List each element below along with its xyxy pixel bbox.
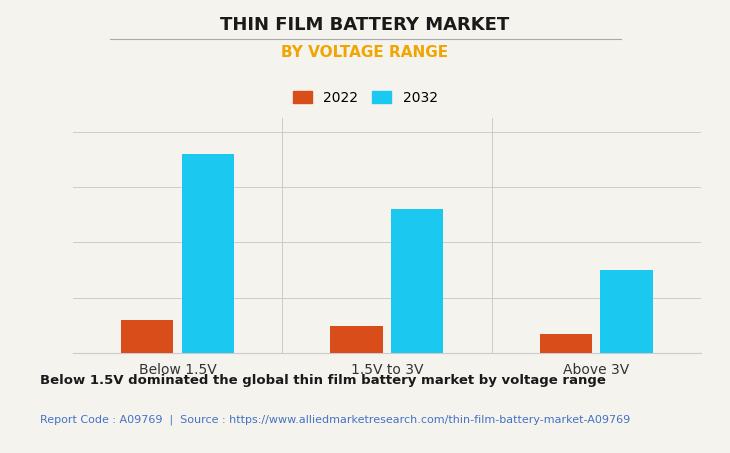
Bar — [600, 270, 653, 353]
Text: BY VOLTAGE RANGE: BY VOLTAGE RANGE — [282, 45, 448, 60]
Legend: 2022, 2032: 2022, 2032 — [293, 91, 437, 105]
Text: Below 1.5V dominated the global thin film battery market by voltage range: Below 1.5V dominated the global thin fil… — [40, 374, 606, 387]
Text: THIN FILM BATTERY MARKET: THIN FILM BATTERY MARKET — [220, 16, 510, 34]
Bar — [182, 154, 234, 353]
Bar — [539, 334, 592, 353]
Bar — [331, 326, 383, 353]
Text: Report Code : A09769  |  Source : https://www.alliedmarketresearch.com/thin-film: Report Code : A09769 | Source : https://… — [40, 414, 631, 425]
Bar — [121, 320, 174, 353]
Bar — [391, 209, 443, 353]
